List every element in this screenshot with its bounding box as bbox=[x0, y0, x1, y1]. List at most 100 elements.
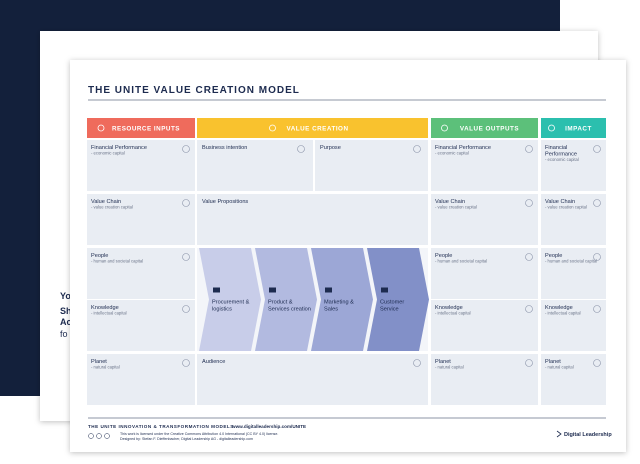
column-header bbox=[197, 118, 428, 138]
column-title: VALUE OUTPUTS bbox=[460, 126, 519, 133]
cell-label: Business intention bbox=[202, 145, 247, 151]
cell bbox=[541, 140, 606, 191]
cell-icon bbox=[182, 359, 190, 367]
cell-label: Planet bbox=[91, 359, 107, 365]
cell-label: Financial Performance bbox=[545, 145, 577, 158]
cell-label-line: Value Chain bbox=[91, 199, 121, 205]
footer-designed: Designed by: Stefan F. Dieffenbacher, Di… bbox=[120, 437, 253, 441]
cell-label: Value Chain bbox=[91, 199, 121, 205]
column-icon bbox=[97, 124, 105, 132]
cell bbox=[431, 300, 538, 351]
cell-icon bbox=[182, 199, 190, 207]
cell-label-line: Knowledge bbox=[91, 305, 119, 311]
cell bbox=[87, 300, 195, 351]
activity-icon bbox=[325, 287, 332, 293]
fragment: Sh bbox=[60, 306, 72, 316]
cell-sub: - natural capital bbox=[545, 365, 574, 370]
column-icon bbox=[548, 124, 555, 132]
footer-url: www.digitalleadership.com/UNITE bbox=[231, 424, 306, 429]
column-title: RESOURCE INPUTS bbox=[112, 126, 180, 133]
fragment: Yo bbox=[60, 291, 71, 301]
cell-label: Value Chain bbox=[435, 199, 465, 205]
activity-label: Procurement & logistics bbox=[212, 300, 250, 313]
column-header bbox=[431, 118, 538, 138]
cell-icon bbox=[297, 145, 305, 153]
column-title: IMPACT bbox=[565, 126, 592, 133]
cell-label: Purpose bbox=[320, 145, 341, 151]
cell-icon bbox=[182, 253, 190, 261]
cell bbox=[541, 354, 606, 405]
cell-icon bbox=[413, 145, 421, 153]
cell-sub: - natural capital bbox=[91, 365, 120, 370]
cell-icon bbox=[593, 145, 601, 153]
cell-icon bbox=[593, 305, 601, 313]
cell-label: Audience bbox=[202, 359, 225, 365]
cell-icon bbox=[182, 305, 190, 313]
cell-icon bbox=[593, 199, 601, 207]
cell-label: Knowledge bbox=[545, 305, 573, 311]
cell-label-line: Planet bbox=[435, 359, 451, 365]
cell-sub: - value creation capital bbox=[91, 205, 133, 210]
activity-label: Product & Services creation bbox=[268, 300, 311, 313]
fragment: Ac bbox=[60, 317, 72, 327]
cell-sub: - economic capital bbox=[435, 151, 469, 156]
activity-chevron bbox=[367, 248, 429, 351]
cell-label-line: Value Chain bbox=[545, 199, 575, 205]
cell bbox=[87, 354, 195, 405]
cell-icon bbox=[525, 253, 533, 261]
activity-label-line: Marketing & bbox=[324, 300, 354, 306]
activity-chevron bbox=[311, 248, 373, 351]
cell-icon bbox=[593, 359, 601, 367]
cell-sub: - natural capital bbox=[435, 365, 464, 370]
cell-sub: - intellectual capital bbox=[91, 311, 127, 316]
cell-sub: - human and societal capital bbox=[91, 259, 143, 264]
cell bbox=[197, 194, 428, 245]
cell-icon bbox=[525, 199, 533, 207]
cell-label-line: Value Chain bbox=[435, 199, 465, 205]
cell bbox=[541, 248, 606, 299]
cell-label-line: Knowledge bbox=[545, 305, 573, 311]
cell-label-line: Planet bbox=[545, 359, 561, 365]
activity-label-line: Service bbox=[380, 307, 399, 313]
cell-label-line: Financial bbox=[545, 145, 567, 151]
activity-label: Marketing & Sales bbox=[324, 300, 354, 313]
column-title: VALUE CREATION bbox=[286, 126, 348, 133]
activity-label-line: Product & bbox=[268, 300, 293, 306]
cell bbox=[431, 354, 538, 405]
cell-sub: - human and societal capital bbox=[435, 259, 487, 264]
footer-series: THE UNITE INNOVATION & TRANSFORMATION MO… bbox=[88, 424, 234, 429]
activity-chevron bbox=[199, 248, 261, 351]
cell-label-line: People bbox=[435, 253, 452, 259]
cell-label-line: People bbox=[545, 253, 562, 259]
footer-brand: Digital Leadership bbox=[564, 432, 612, 438]
footer-license: This work is licensed under the Creative… bbox=[120, 432, 278, 436]
cell-label-line: Planet bbox=[91, 359, 107, 365]
cell-label-line: Financial Performance bbox=[91, 145, 147, 151]
cell bbox=[431, 140, 538, 191]
cell-label: Knowledge bbox=[91, 305, 119, 311]
cell-icon bbox=[182, 145, 190, 153]
activity-icon bbox=[269, 287, 276, 293]
cell-label-line: Performance bbox=[545, 152, 577, 158]
cc-icon bbox=[104, 433, 110, 439]
cell-label: Knowledge bbox=[435, 305, 463, 311]
cell-sub: - value creation capital bbox=[545, 205, 587, 210]
fragment: fo bbox=[60, 329, 68, 339]
cell bbox=[197, 354, 428, 405]
cell-sub: - economic capital bbox=[545, 157, 579, 162]
cell bbox=[541, 194, 606, 245]
activity-icon bbox=[213, 287, 220, 293]
canvas: RESOURCE INPUTS VALUE CREATION VALUE OUTPU… bbox=[87, 118, 606, 405]
activity-label-line: Services creation bbox=[268, 307, 311, 313]
cell bbox=[431, 194, 538, 245]
cell bbox=[87, 140, 195, 191]
column-header bbox=[541, 118, 606, 138]
cell bbox=[87, 194, 195, 245]
cell-label-line: Knowledge bbox=[435, 305, 463, 311]
cell-label: Value Chain bbox=[545, 199, 575, 205]
cell-label: Planet bbox=[435, 359, 451, 365]
cell-label: Financial Performance bbox=[91, 145, 147, 151]
cell-sub: - economic capital bbox=[91, 151, 125, 156]
